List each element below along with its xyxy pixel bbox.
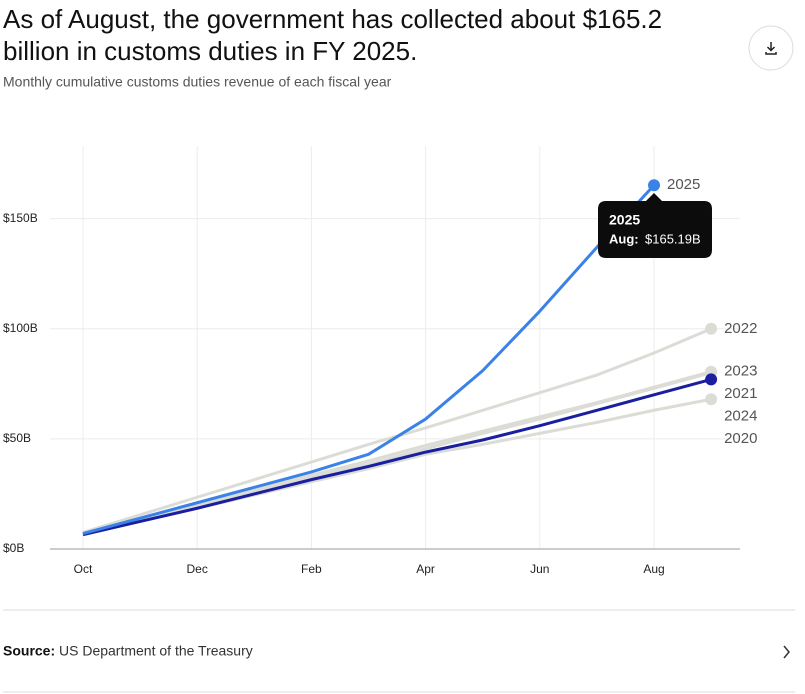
tooltip-box (598, 193, 712, 258)
chart-title: billion in customs duties in FY 2025. (3, 36, 417, 66)
x-tick-label: Aug (643, 562, 664, 576)
series-label: 2023 (724, 363, 757, 380)
series-line (82, 184, 656, 536)
tooltip: 2025 Aug: $165.19B (598, 193, 712, 258)
source: US Department of the Treasury (59, 643, 253, 659)
tooltip-label: Aug: (609, 231, 639, 246)
series-label: 2022 (724, 320, 757, 337)
x-tick-label: Feb (301, 562, 322, 576)
end-dot (705, 373, 718, 386)
y-tick-label: $100B (3, 321, 38, 335)
series-label: 2025 (667, 176, 700, 193)
end-dot (705, 322, 718, 335)
series-line (82, 377, 712, 537)
series-label: 2024 (724, 408, 757, 425)
series-label: 2020 (724, 430, 757, 447)
y-tick-label: $50B (3, 431, 31, 445)
download-icon[interactable] (765, 42, 777, 55)
end-dot (648, 179, 660, 192)
chevron[interactable] (783, 645, 790, 659)
x-tick-label: Jun (530, 562, 549, 576)
x-tick-label: Oct (74, 562, 93, 576)
y-tick-label: $150B (3, 211, 38, 225)
download-button[interactable] (748, 25, 794, 71)
series-line (82, 327, 712, 534)
tooltip-title: 2025 (609, 212, 640, 228)
chart-title: As of August, the government has collect… (3, 4, 662, 34)
x-tick-label: Dec (187, 562, 208, 576)
x-tick-label: Apr (416, 562, 435, 576)
source-label: Source: (3, 643, 55, 659)
tooltip-value: $165.19B (645, 231, 701, 246)
end-dot (705, 393, 718, 406)
series-label: 2021 (724, 385, 757, 402)
y-tick-label: $0B (3, 541, 24, 555)
chart-subtitle: Monthly cumulative customs duties revenu… (3, 74, 392, 90)
plot: Oct Dec Feb Apr Jun Aug$0B$50B$100B$150B20252… (3, 146, 757, 576)
